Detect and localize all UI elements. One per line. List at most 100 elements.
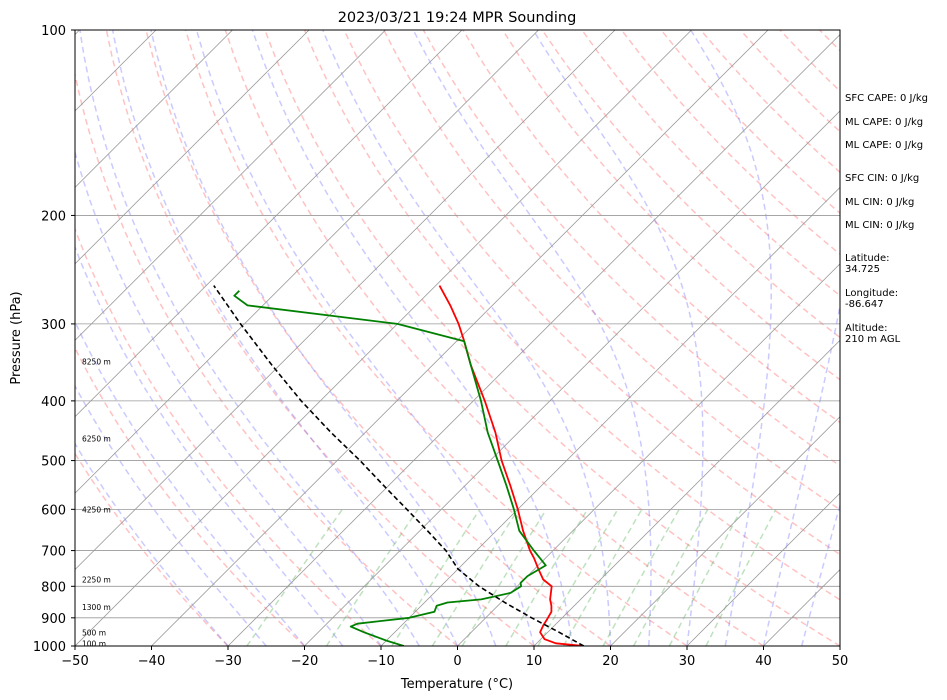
moist-adiabat-line — [251, 30, 574, 646]
x-tick-label: 40 — [755, 654, 772, 669]
isotherm-line — [686, 492, 840, 646]
moist-adiabat-line — [150, 30, 497, 646]
mixing-ratio-line — [505, 508, 589, 646]
x-axis-ticks: −50 −40 −30 −20 −10 0 10 20 30 40 50 — [61, 646, 848, 669]
height-label: 1300 m — [82, 603, 111, 612]
height-label: 100 m — [82, 639, 106, 648]
height-label: 8250 m — [82, 357, 111, 366]
dry-adiabat-line — [184, 30, 688, 646]
y-tick-label: 800 — [41, 580, 66, 595]
isotherm-line — [0, 30, 3, 646]
y-tick-label: 300 — [41, 318, 66, 333]
y-tick-label: 100 — [41, 24, 66, 39]
dewpoint-line — [233, 290, 547, 646]
moist-adiabat-line — [412, 30, 652, 646]
moist-adiabat-line — [75, 384, 267, 646]
x-tick-label: −50 — [61, 654, 88, 669]
ml-cape-text: ML CAPE: 0 J/kg — [845, 117, 924, 128]
isotherm-line — [457, 263, 840, 646]
parcel-line — [213, 285, 585, 646]
height-label: 6250 m — [82, 434, 111, 443]
isotherm-line — [75, 30, 463, 418]
y-tick-label: 600 — [41, 503, 66, 518]
isotherm-line — [75, 30, 616, 571]
mixing-ratio-line — [246, 508, 344, 646]
dry-adiabat-line — [75, 452, 229, 646]
x-tick-label: 0 — [453, 654, 461, 669]
x-tick-label: 10 — [526, 654, 543, 669]
x-tick-label: 30 — [679, 654, 696, 669]
sfc-cin-text: SFC CIN: 0 J/kg — [845, 173, 920, 184]
latitude-text: Latitude: 34.725 — [845, 253, 890, 275]
x-tick-label: −30 — [214, 654, 241, 669]
moist-adiabat-line — [690, 30, 772, 646]
mixing-ratio-line — [537, 508, 619, 646]
isotherm-line — [304, 110, 840, 646]
dry-adiabat-line — [939, 30, 947, 646]
isotherm-line — [610, 416, 840, 646]
dry-adiabat-line — [264, 30, 840, 646]
isotherm-line — [380, 186, 840, 646]
dry-adiabat-line — [105, 30, 535, 646]
y-axis-ticks: 1000 900 800 700 600 500 400 300 200 100 — [33, 24, 75, 655]
dry-adiabat-line — [145, 30, 611, 646]
moist-adiabat-line — [75, 245, 344, 646]
isotherm-line — [227, 33, 840, 646]
y-tick-label: 700 — [41, 545, 66, 560]
moist-adiabat-line — [111, 30, 459, 646]
x-tick-label: 50 — [832, 654, 849, 669]
moist-adiabat-line — [75, 149, 382, 646]
x-axis-label: Temperature (°C) — [400, 677, 513, 692]
x-tick-label: 20 — [602, 654, 619, 669]
y-tick-label: 1000 — [33, 640, 66, 655]
x-tick-label: −10 — [367, 654, 394, 669]
height-label: 4250 m — [82, 505, 111, 514]
dry-adiabat-line — [75, 227, 382, 646]
moist-adiabat-line — [75, 442, 229, 646]
chart-title: 2023/03/21 19:24 MPR Sounding — [338, 10, 577, 26]
ml-cin-text-2: ML CIN: 0 J/kg — [845, 220, 915, 231]
dry-adiabat-line — [383, 30, 840, 511]
dry-adiabat-line — [343, 30, 840, 556]
isotherm-line — [533, 339, 840, 646]
height-label: 500 m — [82, 628, 106, 637]
background-lines — [0, 30, 947, 646]
mixing-ratio-line — [705, 508, 777, 646]
isotherm-line — [151, 30, 769, 646]
height-labels: 100 m 500 m 1300 m 2250 m 4250 m 6250 m 8250 m — [82, 357, 111, 648]
ml-cape-text-2: ML CAPE: 0 J/kg — [845, 140, 924, 151]
mixing-ratio-line — [461, 508, 548, 646]
dry-adiabat-line — [422, 30, 840, 467]
x-tick-label: −20 — [291, 654, 318, 669]
height-label: 2250 m — [82, 576, 111, 585]
sfc-cape-text: SFC CAPE: 0 J/kg — [845, 93, 928, 104]
y-tick-label: 400 — [41, 395, 66, 410]
y-axis-label: Pressure (hPa) — [9, 291, 24, 384]
x-tick-label: −40 — [138, 654, 165, 669]
mixing-ratio-line — [602, 508, 680, 646]
y-tick-label: 900 — [41, 612, 66, 627]
moist-adiabat-line — [195, 30, 535, 646]
dry-adiabat-line — [75, 346, 306, 646]
dry-adiabat-line — [303, 30, 840, 601]
moist-adiabat-line — [762, 301, 840, 646]
isotherm-line — [75, 30, 539, 494]
mixing-ratio-line — [668, 508, 743, 646]
moist-adiabat-line — [79, 30, 420, 646]
mixing-ratio-line — [632, 508, 709, 646]
isotherm-line — [75, 30, 386, 341]
data-series — [213, 285, 585, 646]
isotherm-line — [75, 30, 692, 646]
isotherm-line — [75, 30, 310, 265]
moist-adiabat-line — [322, 30, 612, 646]
mixing-ratio-line — [562, 508, 643, 646]
isotherm-line — [75, 30, 233, 188]
longitude-text: Longitude: -86.647 — [845, 288, 899, 310]
dry-adiabat-line — [75, 71, 458, 646]
y-tick-label: 200 — [41, 209, 66, 224]
ml-cin-text: ML CIN: 0 J/kg — [845, 197, 915, 208]
plot-frame — [74, 29, 841, 647]
altitude-text: Altitude: 210 m AGL — [845, 323, 901, 345]
y-tick-label: 500 — [41, 455, 66, 470]
